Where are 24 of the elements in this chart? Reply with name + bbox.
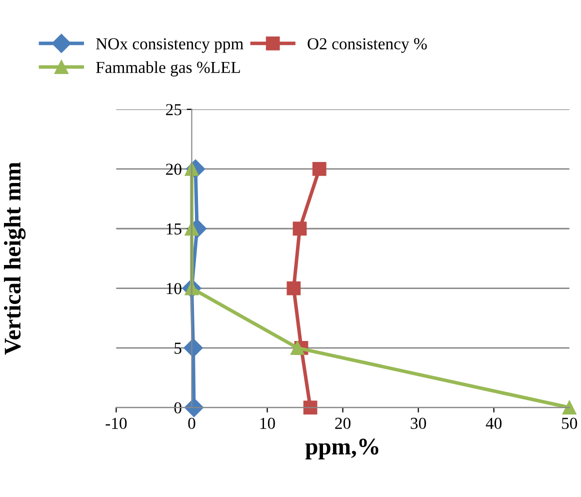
x-tick-label: 50 (562, 418, 578, 429)
x-tick-label: 40 (486, 418, 502, 429)
point (286, 281, 301, 296)
x-tick-label: 0 (188, 418, 196, 429)
y-tick-label: 5 (174, 342, 182, 354)
y-axis-title: Vertical height mm (4, 162, 26, 355)
point (290, 340, 304, 355)
y-tick-label: 25 (166, 104, 182, 116)
legend-label: Fammable gas %LEL (96, 61, 240, 76)
point (303, 400, 318, 414)
y-tick-label: 15 (166, 223, 182, 235)
point (292, 222, 307, 236)
x-tick-label: -10 (106, 418, 127, 429)
point (312, 162, 326, 176)
y-tick-label: 20 (166, 164, 182, 175)
x-tick-label: 30 (410, 418, 426, 429)
point (184, 338, 203, 358)
point (562, 400, 576, 414)
x-tick-label: 10 (260, 418, 275, 429)
x-tick-label: 20 (335, 418, 350, 429)
legend-label: NOx consistency ppm (96, 38, 244, 53)
legend-label: O2 consistency % (308, 38, 427, 53)
x-axis-title: ppm,% (305, 438, 378, 460)
y-tick-label: 10 (166, 282, 182, 294)
